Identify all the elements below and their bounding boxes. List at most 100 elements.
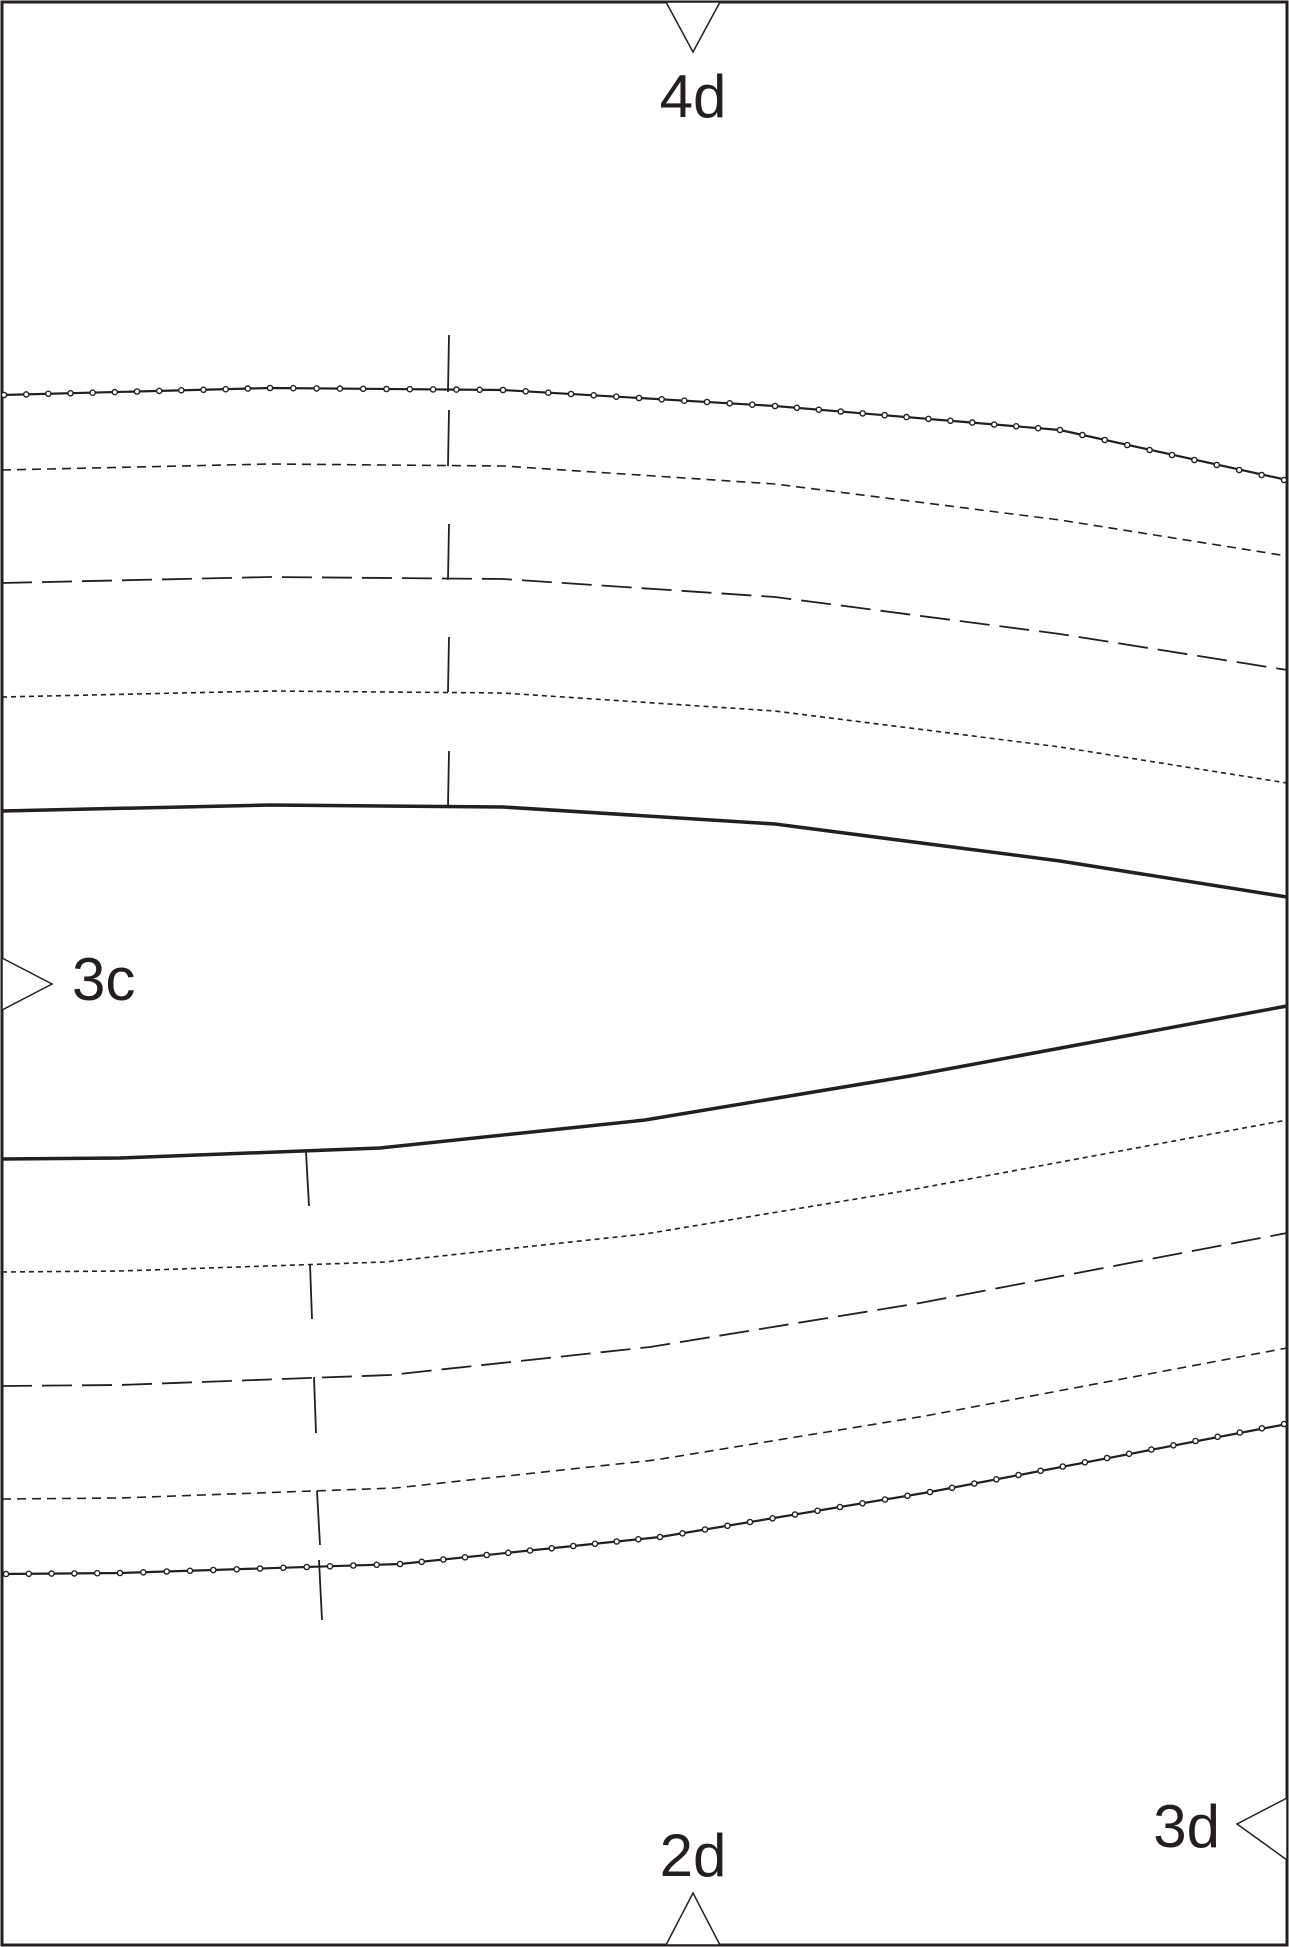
bead-dot bbox=[990, 421, 998, 428]
bottom-notch-marker bbox=[664, 1891, 722, 1946]
top-notch-label: 4d bbox=[660, 63, 727, 130]
bead-dot bbox=[1081, 1459, 1089, 1466]
upper-tick-marks bbox=[447, 334, 450, 807]
bead-dot bbox=[701, 1526, 709, 1533]
bead-dot bbox=[1059, 1463, 1067, 1470]
lower-short-dash-line bbox=[1, 1347, 1288, 1500]
bead-dot bbox=[815, 406, 823, 414]
bead-dot bbox=[793, 404, 801, 412]
bead-dot bbox=[359, 385, 367, 393]
bead-dot bbox=[567, 390, 575, 398]
right-notch-label: 3d bbox=[1153, 1793, 1220, 1860]
bead-dot bbox=[133, 388, 141, 395]
upper-long-dash-line bbox=[1, 576, 1288, 671]
upper-short-dash-line bbox=[1, 463, 1288, 557]
bead-dot bbox=[163, 1568, 170, 1575]
top-notch-marker bbox=[664, 1, 722, 54]
bead-dot bbox=[89, 389, 96, 397]
bead-dot bbox=[406, 385, 414, 393]
bead-dot bbox=[313, 385, 320, 392]
bead-dot bbox=[1146, 446, 1153, 454]
bead-dot bbox=[771, 402, 779, 410]
bead-dot bbox=[681, 397, 688, 405]
upper-fine-dash-line bbox=[1, 690, 1288, 784]
lower-bead-dots bbox=[2, 1420, 1288, 1578]
bead-dot bbox=[613, 1538, 621, 1545]
bead-dot bbox=[591, 1540, 599, 1548]
lower-fine-dash-line bbox=[1, 1119, 1288, 1273]
bead-dot bbox=[1258, 1425, 1266, 1432]
bead-dot bbox=[439, 1556, 447, 1563]
bead-dot bbox=[1103, 1454, 1111, 1462]
bead-dot bbox=[2, 1570, 10, 1578]
bead-dot bbox=[289, 384, 297, 392]
bead-dot bbox=[971, 1480, 978, 1487]
bead-dot bbox=[279, 1564, 287, 1572]
bead-dot bbox=[658, 395, 666, 403]
bead-dot bbox=[522, 387, 530, 395]
bead-dot bbox=[1015, 1471, 1022, 1479]
lower-solid-line bbox=[1, 1004, 1288, 1161]
bead-dot bbox=[0, 391, 8, 399]
bead-dot bbox=[746, 1518, 754, 1526]
bead-dot bbox=[948, 1484, 956, 1492]
bead-dot bbox=[947, 417, 954, 425]
bead-dot bbox=[904, 1492, 911, 1500]
bead-dot bbox=[177, 386, 185, 394]
bead-dot bbox=[749, 401, 756, 409]
bead-dot bbox=[1191, 456, 1198, 464]
bead-dot bbox=[837, 408, 845, 415]
bead-dot bbox=[139, 1569, 147, 1576]
bead-dot bbox=[969, 419, 976, 426]
bead-dot bbox=[504, 1549, 512, 1557]
bead-dot bbox=[429, 386, 437, 393]
bottom-notch-label: 2d bbox=[660, 1822, 727, 1889]
bead-dot bbox=[1079, 431, 1086, 439]
bead-dot bbox=[545, 389, 552, 397]
bead-dot bbox=[22, 391, 30, 398]
bead-dot bbox=[116, 1569, 124, 1577]
bead-dot bbox=[769, 1515, 776, 1522]
bead-dot bbox=[1056, 426, 1064, 434]
lower-dotted-bead-line bbox=[1, 1422, 1288, 1576]
upper-solid-line bbox=[1, 803, 1288, 899]
bead-dot bbox=[1170, 1442, 1177, 1449]
bead-dot bbox=[526, 1547, 534, 1554]
bead-dot bbox=[548, 1545, 556, 1552]
bead-dot bbox=[590, 391, 598, 399]
bead-dot bbox=[256, 1565, 264, 1572]
bead-dot bbox=[45, 390, 52, 398]
upper-dotted-bead-line bbox=[1, 386, 1288, 482]
bead-dot bbox=[726, 399, 734, 407]
bead-dot bbox=[1213, 461, 1221, 469]
bead-dot bbox=[926, 1488, 934, 1496]
bead-dot bbox=[209, 1566, 217, 1574]
bead-dot bbox=[1280, 476, 1288, 484]
bead-dot bbox=[233, 1566, 240, 1573]
bead-dot bbox=[186, 1567, 194, 1575]
bead-dot bbox=[1034, 424, 1042, 432]
bead-dot bbox=[1236, 1429, 1244, 1436]
bead-dot bbox=[1214, 1433, 1221, 1441]
bead-dot bbox=[476, 386, 484, 394]
bead-dot bbox=[67, 389, 74, 397]
bead-dot bbox=[1037, 1467, 1044, 1475]
bead-dot bbox=[200, 386, 207, 394]
bead-dot bbox=[1125, 1450, 1133, 1458]
bead-dot bbox=[1148, 1446, 1155, 1453]
left-notch-marker bbox=[1, 956, 54, 1012]
bead-dot bbox=[814, 1507, 821, 1515]
bead-dot bbox=[418, 1558, 426, 1566]
upper-bead-dots bbox=[0, 384, 1288, 484]
bead-dot bbox=[25, 1570, 33, 1578]
bead-dot bbox=[1123, 441, 1131, 449]
bead-dot bbox=[71, 1570, 78, 1577]
bead-dot bbox=[155, 387, 163, 395]
bead-dot bbox=[1101, 436, 1109, 444]
lower-long-dash-line bbox=[1, 1232, 1288, 1387]
bead-dot bbox=[499, 386, 507, 394]
bead-dot bbox=[93, 1569, 101, 1577]
lower-tick-marks bbox=[305, 1151, 323, 1621]
bead-dot bbox=[244, 385, 252, 392]
bead-dot bbox=[635, 394, 643, 402]
